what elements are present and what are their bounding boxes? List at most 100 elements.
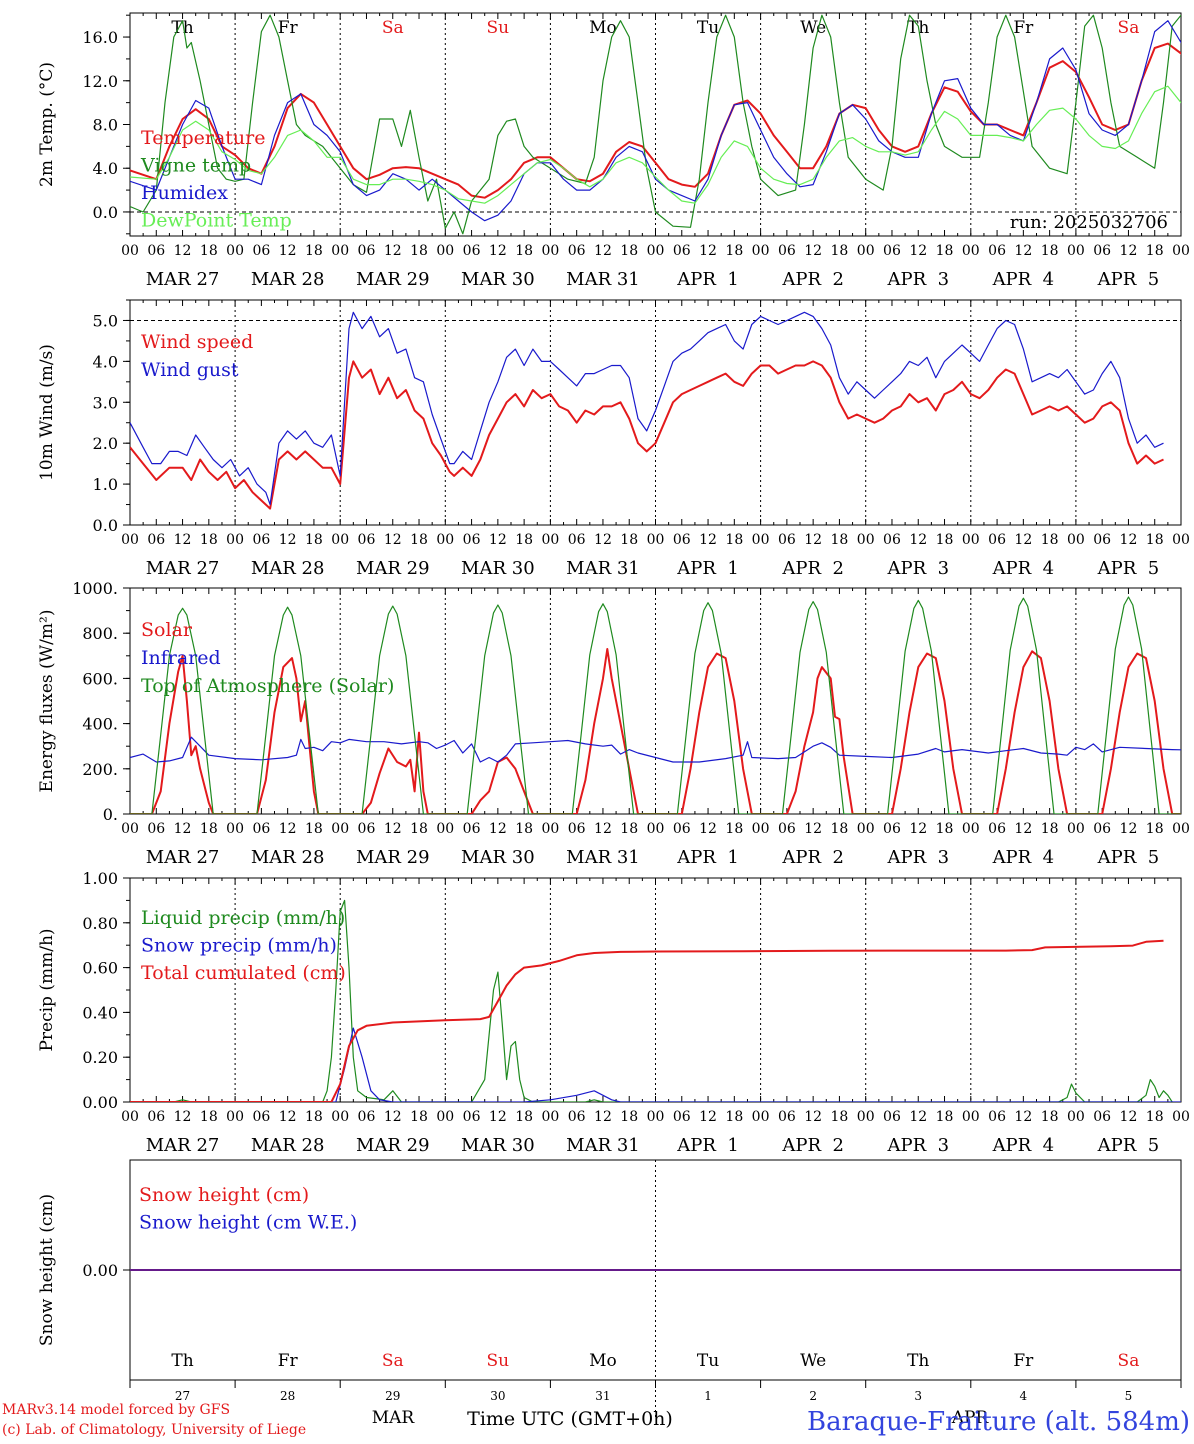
date-label: APR 1 <box>676 269 739 290</box>
hour-tick-label: 18 <box>1041 243 1059 259</box>
date-label: APR 4 <box>992 558 1055 579</box>
month-label: MAR <box>372 1408 416 1428</box>
hour-tick-label: 00 <box>752 821 770 837</box>
hour-tick-label: 18 <box>1146 532 1164 548</box>
hour-tick-label: 06 <box>147 532 165 548</box>
hour-tick-label: 12 <box>699 532 717 548</box>
hour-tick-label: 12 <box>804 1109 822 1125</box>
hour-tick-label: 00 <box>752 1109 770 1125</box>
date-label: APR 1 <box>676 847 739 868</box>
hour-tick-label: 06 <box>147 1109 165 1125</box>
hour-tick-label: 00 <box>1172 243 1190 259</box>
date-label: MAR 29 <box>356 1135 430 1156</box>
hour-tick-label: 06 <box>1093 821 1111 837</box>
date-label: MAR 28 <box>251 847 325 868</box>
series-group <box>130 899 1181 1102</box>
series-line-liquid-precip-mm-h- <box>130 899 1173 1102</box>
hour-tick-label: 12 <box>594 243 612 259</box>
legend-entry: Liquid precip (mm/h) <box>141 907 345 929</box>
y-tick-label: 200. <box>82 760 118 779</box>
hour-tick-label: 18 <box>1041 1109 1059 1125</box>
hour-tick-label: 12 <box>384 1109 402 1125</box>
day-number-label: 31 <box>595 1389 610 1403</box>
hour-tick-label: 18 <box>936 821 954 837</box>
date-label: MAR 30 <box>461 269 535 290</box>
y-tick-label: 3.0 <box>93 393 118 412</box>
legend-entry: Total cumulated (cm) <box>141 962 346 984</box>
hour-tick-label: 00 <box>226 821 244 837</box>
y-axis-label: 10m Wind (m/s) <box>37 344 57 481</box>
series-group <box>130 596 1181 814</box>
hour-tick-label: 18 <box>620 532 638 548</box>
hour-tick-label: 00 <box>331 1109 349 1125</box>
date-label: APR 2 <box>781 269 844 290</box>
day-number-label: 30 <box>490 1389 505 1403</box>
hour-tick-label: 00 <box>226 1109 244 1125</box>
hour-tick-label: 00 <box>121 821 139 837</box>
series-line-humidex <box>130 20 1181 222</box>
hour-tick-label: 18 <box>936 243 954 259</box>
y-tick-label: 600. <box>82 669 118 688</box>
hour-tick-label: 06 <box>988 532 1006 548</box>
date-label: APR 5 <box>1097 847 1160 868</box>
day-number-label: 3 <box>914 1389 922 1403</box>
hour-tick-label: 18 <box>831 821 849 837</box>
hour-tick-label: 12 <box>1014 243 1032 259</box>
hour-tick-label: 06 <box>778 821 796 837</box>
hour-tick-label: 12 <box>909 1109 927 1125</box>
y-axis-label: Snow height (cm) <box>37 1194 57 1346</box>
weekday-label: Sa <box>1118 1351 1140 1371</box>
date-label: APR 4 <box>992 269 1055 290</box>
y-tick-label: 0.20 <box>82 1048 118 1067</box>
weekday-label: Tu <box>697 18 719 38</box>
panel-energy: 0. 200. 400. 600. 800. 1000. Energy fluxes (W/… <box>37 579 1190 868</box>
series-line-top-of-atmosphere-solar- <box>130 596 1181 814</box>
hour-tick-label: 12 <box>489 821 507 837</box>
weekday-label: Fr <box>1013 1351 1034 1371</box>
hour-tick-label: 12 <box>594 1109 612 1125</box>
footer-lab-credit: (c) Lab. of Climatology, University of L… <box>2 1422 306 1438</box>
date-label: MAR 31 <box>566 847 640 868</box>
date-label: APR 3 <box>886 1135 949 1156</box>
hour-tick-label: 12 <box>699 243 717 259</box>
weekday-label: Su <box>487 1351 510 1371</box>
hour-tick-label: 12 <box>909 243 927 259</box>
hour-tick-label: 06 <box>883 532 901 548</box>
hour-tick-label: 06 <box>252 821 270 837</box>
hour-tick-label: 12 <box>1120 532 1138 548</box>
series-line-vigne-temp <box>130 14 1181 235</box>
hour-tick-label: 00 <box>331 243 349 259</box>
legend-entry: DewPoint Temp <box>141 210 292 232</box>
hour-tick-label: 12 <box>804 821 822 837</box>
hour-tick-label: 18 <box>515 243 533 259</box>
hour-tick-label: 18 <box>725 1109 743 1125</box>
weekday-label: Sa <box>382 18 404 38</box>
hour-tick-label: 18 <box>831 532 849 548</box>
y-tick-label: 0. <box>103 805 118 824</box>
legend-entry: Wind speed <box>141 331 253 353</box>
hour-tick-label: 12 <box>699 1109 717 1125</box>
date-label: MAR 28 <box>251 558 325 579</box>
series-line-temperature <box>130 42 1181 199</box>
hour-tick-label: 00 <box>541 532 559 548</box>
hour-tick-label: 00 <box>436 243 454 259</box>
hour-tick-label: 12 <box>174 1109 192 1125</box>
hour-tick-label: 18 <box>1146 1109 1164 1125</box>
hour-tick-label: 18 <box>305 532 323 548</box>
hour-tick-label: 00 <box>752 243 770 259</box>
series-line-total-cumulated-cm- <box>130 939 1164 1102</box>
day-number-label: 2 <box>809 1389 817 1403</box>
day-number-label: 27 <box>175 1389 190 1403</box>
run-annotation: run: 2025032706 <box>1010 212 1168 233</box>
date-label: MAR 30 <box>461 847 535 868</box>
legend-entry: Top of Atmosphere (Solar) <box>141 675 394 697</box>
hour-tick-label: 06 <box>778 243 796 259</box>
y-tick-label: 0.00 <box>82 1093 118 1112</box>
hour-tick-label: 06 <box>1093 532 1111 548</box>
legend-entry: Wind gust <box>141 359 239 381</box>
series-group <box>130 311 1164 510</box>
date-label: APR 3 <box>886 269 949 290</box>
hour-tick-label: 00 <box>857 532 875 548</box>
date-label: APR 2 <box>781 558 844 579</box>
